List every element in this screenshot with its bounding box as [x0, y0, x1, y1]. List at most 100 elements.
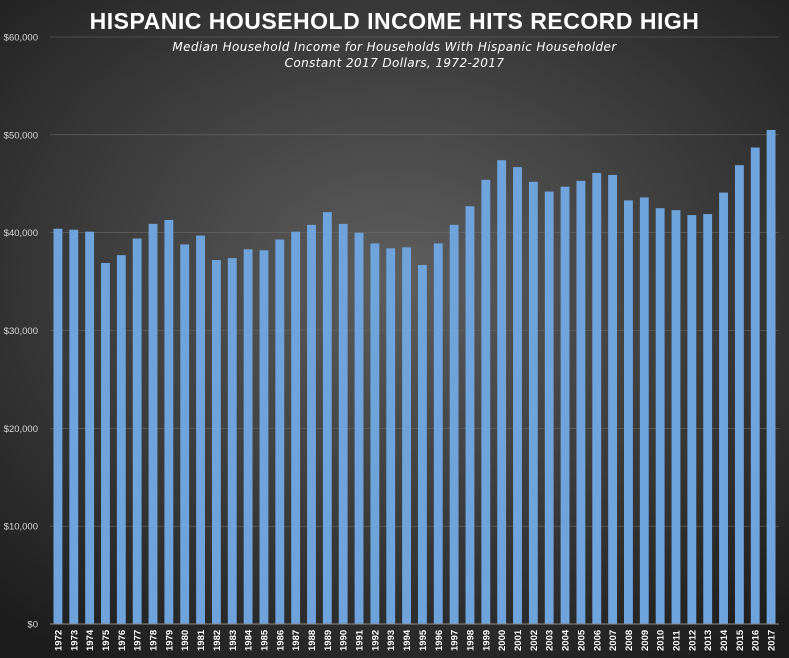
- x-tick-label: 2006: [592, 630, 603, 651]
- x-tick-label: 1972: [53, 630, 64, 651]
- bar-2003: [544, 191, 554, 624]
- x-tick-label: 1998: [465, 630, 476, 651]
- bar-1983: [227, 258, 237, 624]
- bar-1998: [465, 206, 475, 625]
- bar-1987: [291, 231, 301, 624]
- bar-2004: [560, 186, 570, 624]
- bar-2006: [592, 172, 602, 624]
- x-tick-label: 2014: [719, 629, 730, 651]
- x-tick-label: 1988: [307, 630, 318, 651]
- x-tick-label: 2016: [751, 630, 762, 651]
- bar-2011: [671, 210, 681, 625]
- x-tick-label: 1995: [418, 629, 429, 651]
- bar-2015: [734, 165, 744, 624]
- bars: [53, 129, 776, 625]
- x-tick-label: 1980: [180, 630, 191, 651]
- x-tick-label: 1974: [85, 629, 96, 651]
- x-tick-label: 1986: [275, 630, 286, 651]
- x-tick-label: 1989: [323, 630, 334, 651]
- x-tick-label: 1991: [355, 629, 366, 651]
- chart-title: HISPANIC HOUSEHOLD INCOME HITS RECORD HI…: [89, 8, 700, 34]
- x-tick-label: 2010: [656, 630, 667, 651]
- x-tick-label: 2015: [735, 629, 746, 651]
- x-tick-label: 2007: [608, 630, 619, 651]
- x-tick-label: 1976: [117, 630, 128, 651]
- y-tick-label: $30,000: [4, 326, 38, 337]
- bar-1974: [85, 231, 95, 624]
- x-tick-label: 2013: [703, 630, 714, 651]
- y-tick-label: $10,000: [4, 522, 38, 533]
- y-tick-label: $0: [27, 620, 38, 631]
- x-tick-label: 2011: [671, 630, 682, 651]
- x-tick-label: 1994: [402, 629, 413, 651]
- x-tick-label: 1981: [196, 629, 207, 651]
- x-tick-label: 1987: [291, 630, 302, 651]
- x-axis-tick-labels: 1972 1973 1974 1975 1976 1977 1978 1979 1980 1981…: [53, 629, 777, 651]
- x-tick-label: 1977: [133, 630, 144, 651]
- bar-1975: [101, 262, 110, 624]
- x-tick-label: 1978: [149, 630, 160, 651]
- x-tick-label: 2004: [561, 629, 572, 651]
- y-tick-label: $50,000: [4, 130, 38, 141]
- bar-2007: [608, 174, 618, 624]
- bar-1985: [259, 250, 269, 624]
- x-tick-label: 2000: [497, 630, 508, 651]
- bar-1986: [275, 239, 285, 624]
- bar-1976: [116, 255, 126, 624]
- bar-1990: [338, 223, 348, 624]
- x-tick-label: 2001: [513, 629, 524, 651]
- bar-1978: [148, 223, 158, 624]
- x-tick-label: 1983: [228, 630, 239, 651]
- bar-1993: [386, 248, 396, 624]
- bar-1992: [370, 243, 380, 624]
- x-tick-label: 1993: [386, 630, 397, 651]
- bar-2010: [655, 208, 665, 625]
- y-axis-tick-labels: $0 $10,000 $20,000 $30,000 $40,000 $50,000 $60…: [4, 33, 38, 631]
- x-tick-label: 1985: [259, 629, 270, 651]
- x-tick-label: 2009: [640, 630, 651, 651]
- bar-1980: [180, 244, 190, 624]
- bar-1997: [449, 224, 459, 624]
- bar-2016: [750, 147, 760, 624]
- x-tick-label: 1997: [450, 630, 461, 651]
- bar-1995: [417, 264, 427, 624]
- x-tick-label: 2012: [687, 630, 698, 651]
- bar-1982: [211, 260, 221, 624]
- bar-2017: [766, 129, 776, 625]
- x-tick-label: 2005: [576, 629, 587, 651]
- bar-2002: [528, 181, 538, 624]
- bar-2005: [576, 180, 586, 624]
- chart-subtitle-line-2: Constant 2017 Dollars, 1972-2017: [284, 56, 505, 70]
- x-tick-label: 1992: [370, 630, 381, 651]
- x-tick-label: 1982: [212, 630, 223, 651]
- bar-1984: [243, 249, 253, 624]
- bar-1999: [481, 179, 491, 624]
- bar-2000: [497, 160, 507, 624]
- x-tick-label: 2008: [624, 630, 635, 651]
- bar-1996: [433, 243, 443, 624]
- y-tick-label: $20,000: [4, 424, 38, 435]
- bar-1979: [164, 219, 174, 624]
- bar-1981: [196, 235, 205, 624]
- x-tick-label: 2002: [529, 630, 540, 651]
- x-tick-label: 1984: [244, 629, 255, 651]
- gridlines: [50, 36, 779, 625]
- x-tick-label: 2017: [767, 630, 778, 651]
- bar-2013: [703, 214, 713, 624]
- bar-1994: [402, 247, 412, 624]
- x-tick-label: 1996: [434, 630, 445, 651]
- bar-2009: [639, 197, 649, 625]
- bar-1972: [53, 228, 63, 624]
- bar-1988: [307, 224, 316, 624]
- bar-1991: [354, 232, 364, 624]
- bar-2001: [513, 167, 522, 624]
- bar-1973: [69, 229, 79, 624]
- bar-1977: [132, 238, 142, 624]
- y-tick-label: $40,000: [4, 228, 38, 239]
- x-tick-label: 1975: [101, 629, 112, 651]
- x-tick-label: 1979: [164, 630, 175, 651]
- y-tick-label: $60,000: [4, 33, 38, 44]
- bar-1989: [322, 212, 332, 624]
- chart-subtitle-line-1: Median Household Income for Households W…: [172, 40, 617, 54]
